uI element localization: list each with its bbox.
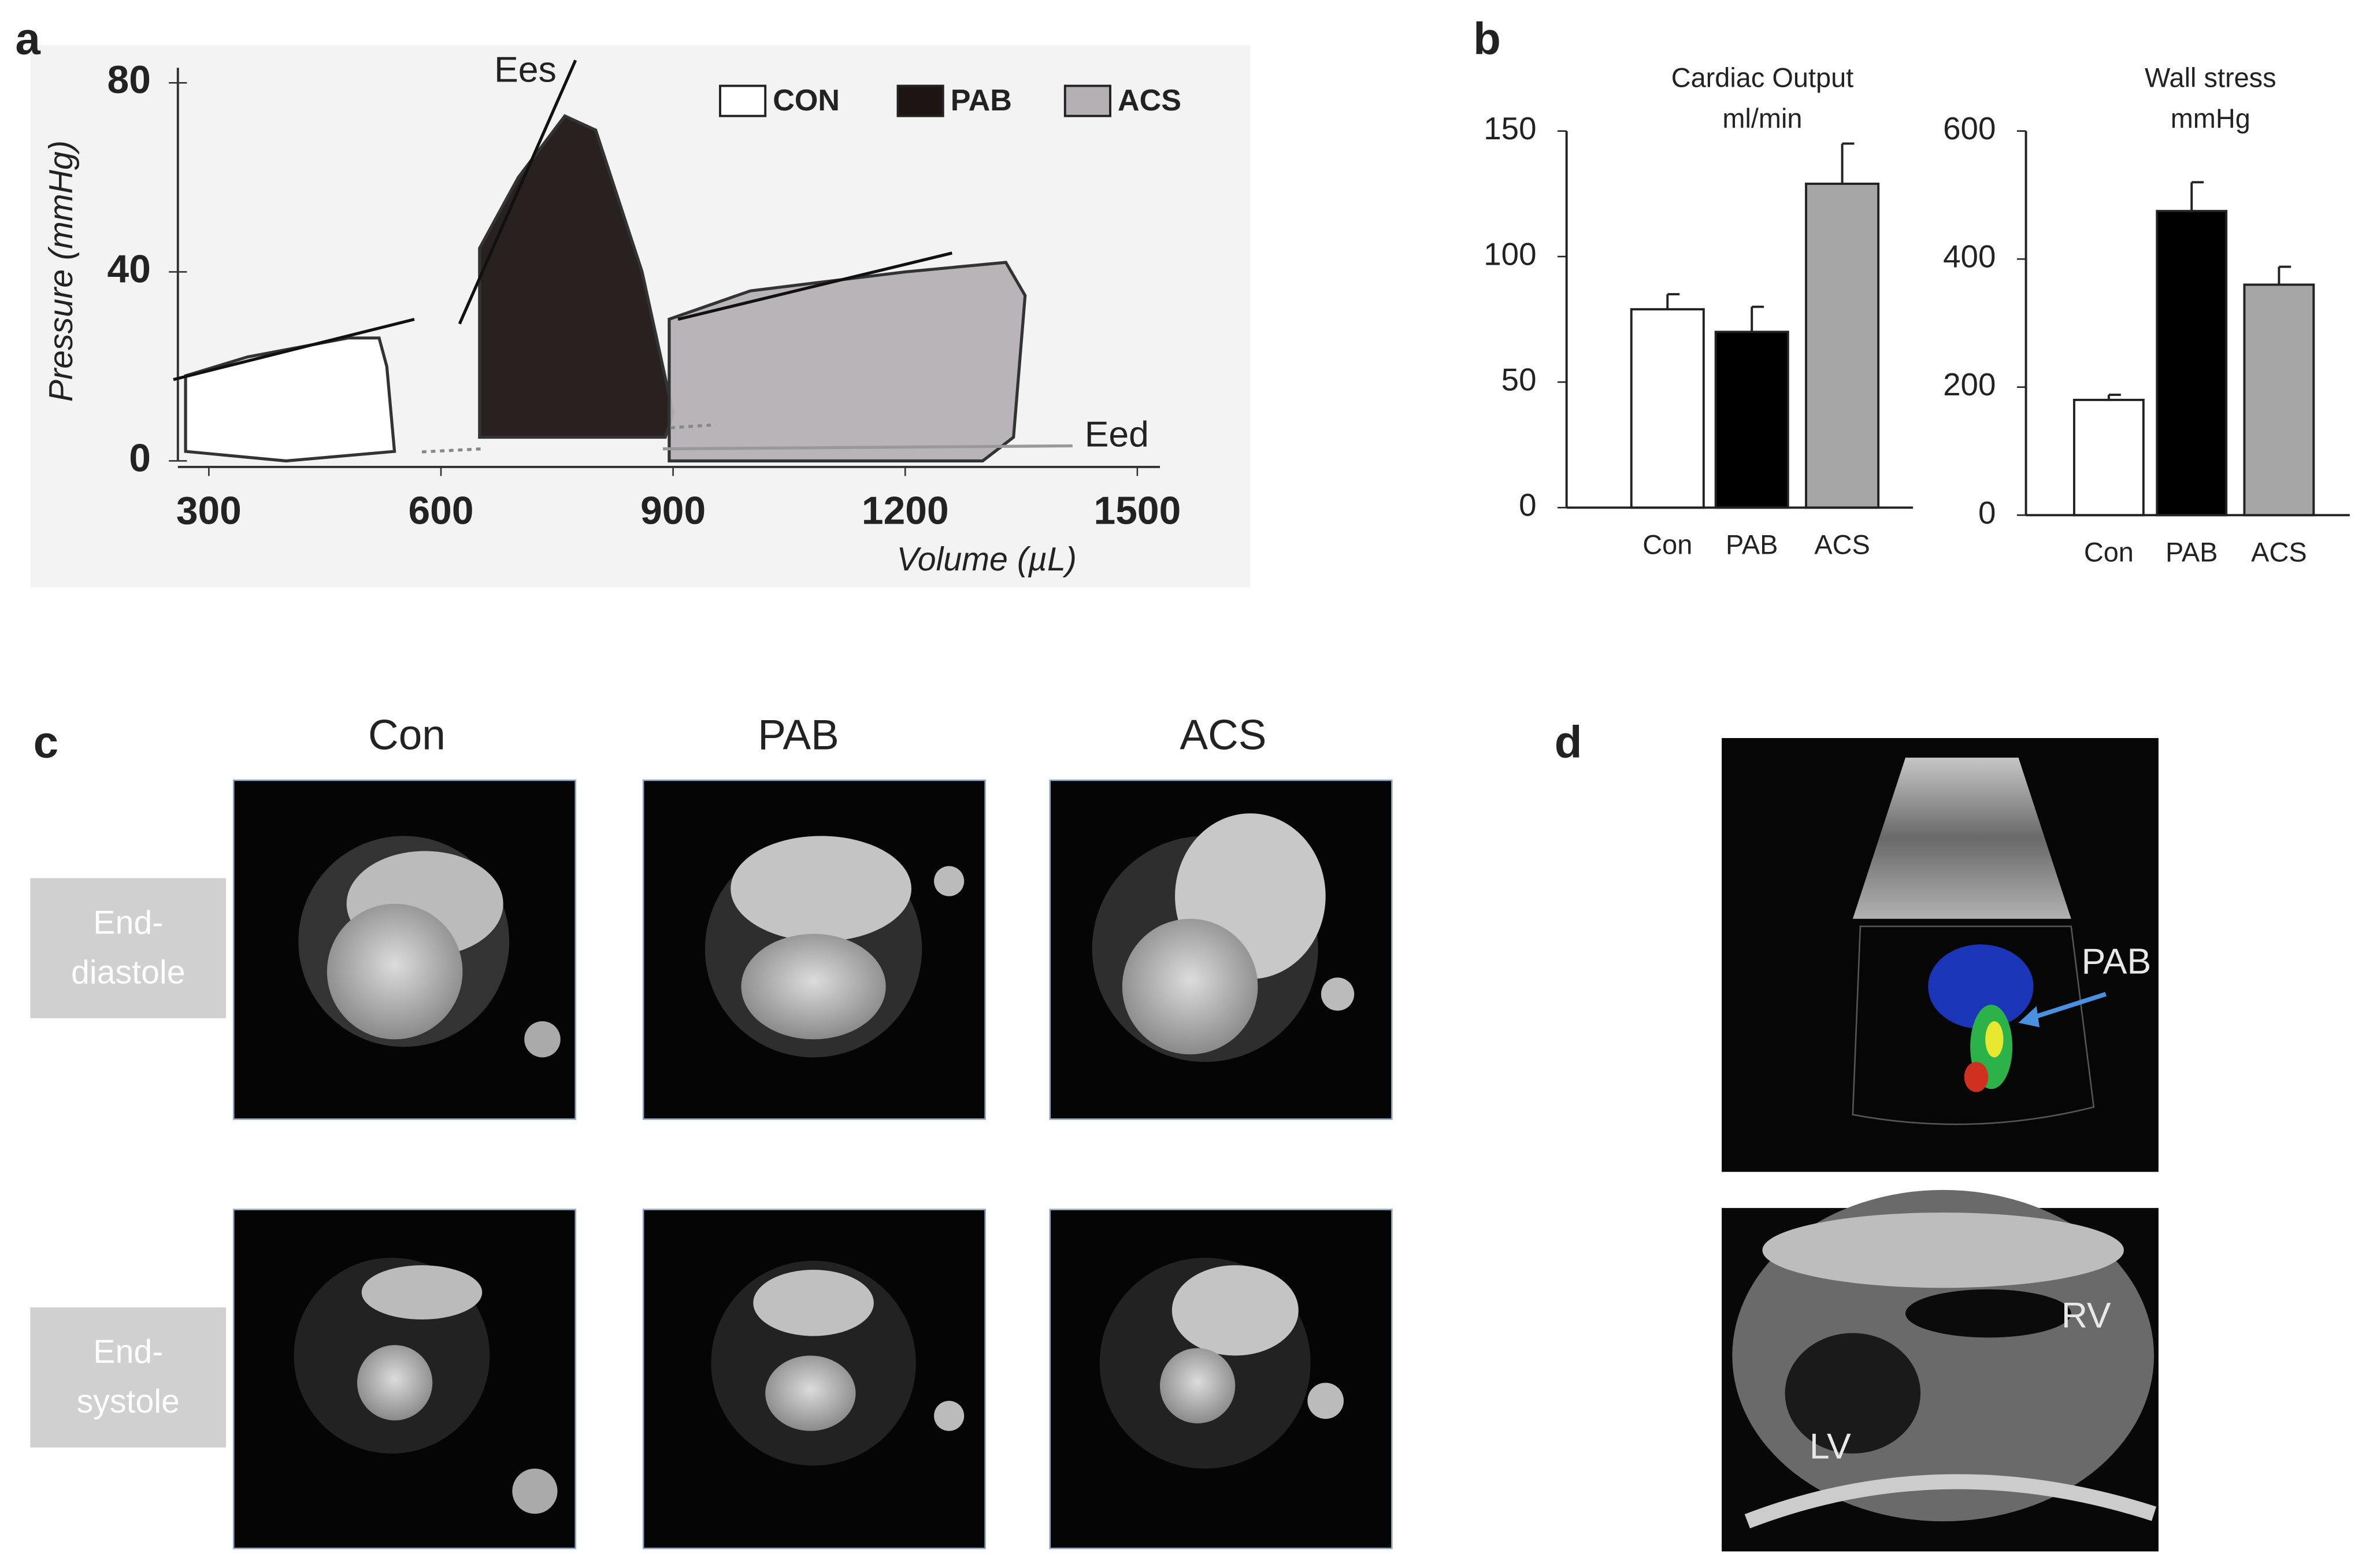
x-tick-label: ACS: [1814, 529, 1870, 559]
acs-line: [677, 251, 952, 321]
y-tick-label: 0: [129, 436, 151, 480]
mri-image: [232, 779, 577, 1120]
legend-swatch: [719, 84, 767, 117]
column-label: ACS: [1180, 711, 1266, 758]
panel-b: Cardiac Output ml/min 0 50 100 150 Con PAB ACS Wa…: [1484, 63, 2350, 567]
x-tick-label: Con: [2084, 537, 2134, 567]
bar: [1630, 308, 1705, 509]
column-label: Con: [368, 711, 446, 758]
x-tick-label: 1200: [862, 490, 949, 533]
x-tick-label: PAB: [1726, 529, 1778, 559]
legend-swatch: [896, 84, 944, 117]
relation-lines: [173, 60, 1073, 454]
legend-label: CON: [773, 84, 840, 117]
legend-swatch: [1063, 84, 1111, 117]
pv-loop: [478, 114, 675, 439]
row-label: systole: [77, 1383, 180, 1420]
row-label-box: [30, 878, 227, 1018]
mri-image: [1049, 1209, 1393, 1550]
panel-label: d: [1555, 717, 1582, 768]
bar: [2243, 283, 2315, 517]
mri-image: [642, 1209, 987, 1550]
x-tick-label: PAB: [2166, 537, 2218, 567]
eed-dash: [670, 423, 716, 429]
y-tick-label: 600: [1943, 110, 1996, 146]
column-label: PAB: [758, 711, 839, 758]
x-tick-label: 300: [176, 490, 242, 533]
annotation: Eed: [1085, 414, 1149, 454]
x-tick-label: Con: [1642, 529, 1692, 559]
row-label: diastole: [71, 954, 186, 991]
y-tick-label: 40: [107, 247, 151, 291]
y-tick-label: 150: [1484, 110, 1536, 146]
image-label: PAB: [2082, 941, 2151, 981]
row-label: End-: [93, 1333, 163, 1370]
ees-line: [458, 60, 577, 325]
panel-label: a: [15, 13, 40, 64]
x-tick-label: ACS: [2251, 537, 2307, 567]
eed-dash: [421, 447, 483, 454]
bar: [2156, 210, 2228, 517]
mri-image: [642, 779, 987, 1120]
panel-label: b: [1473, 13, 1501, 64]
y-tick-label: 400: [1943, 239, 1996, 275]
bar: [2072, 398, 2145, 517]
mri-images: [30, 779, 1393, 1550]
legend-label: ACS: [1118, 84, 1181, 117]
eed-line: [662, 444, 1073, 451]
x-tick-label: 1500: [1094, 490, 1181, 533]
y-tick-label: 200: [1943, 366, 1996, 402]
chart-title: Wall stress: [2145, 63, 2276, 93]
y-tick-label: 100: [1484, 236, 1536, 272]
panel-label: c: [34, 717, 58, 768]
x-tick-label: 900: [640, 490, 706, 533]
chart-subtitle: ml/min: [1722, 103, 1802, 134]
echo-short-axis: [1722, 1189, 2159, 1552]
con-line: [173, 317, 415, 381]
y-tick-label: 0: [1978, 495, 1996, 531]
y-tick-label: 0: [1519, 487, 1536, 523]
echo-images: [1722, 738, 2159, 1552]
legend-label: PAB: [951, 84, 1012, 117]
x-tick-label: 600: [408, 490, 473, 533]
panel-a: 0 40 80 300 600 900 1200 1500 Volume (µL) Pressur…: [43, 58, 1181, 578]
chart-subtitle: mmHg: [2171, 103, 2250, 134]
image-label: LV: [1809, 1426, 1851, 1467]
y-tick-label: 80: [107, 58, 151, 102]
image-label: RV: [2061, 1295, 2111, 1336]
pv-loop: [668, 261, 1027, 463]
bar: [1714, 331, 1789, 509]
echo-doppler: [1722, 738, 2159, 1172]
bar: [1805, 182, 1880, 509]
annotation: Ees: [494, 50, 557, 90]
chart-title: Cardiac Output: [1671, 63, 1853, 93]
row-label: End-: [93, 904, 163, 941]
x-axis-label: Volume (µL): [897, 541, 1077, 578]
row-label-box: [30, 1307, 227, 1448]
y-axis-label: Pressure (mmHg): [43, 140, 80, 402]
y-tick-label: 50: [1501, 362, 1537, 398]
mri-image: [232, 1209, 577, 1550]
mri-image: [1049, 779, 1393, 1120]
pv-loop: [184, 336, 396, 463]
